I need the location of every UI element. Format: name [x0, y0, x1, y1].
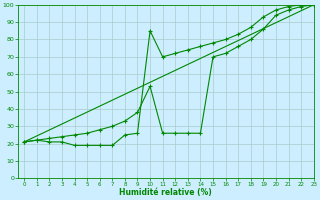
- X-axis label: Humidité relative (%): Humidité relative (%): [119, 188, 212, 197]
